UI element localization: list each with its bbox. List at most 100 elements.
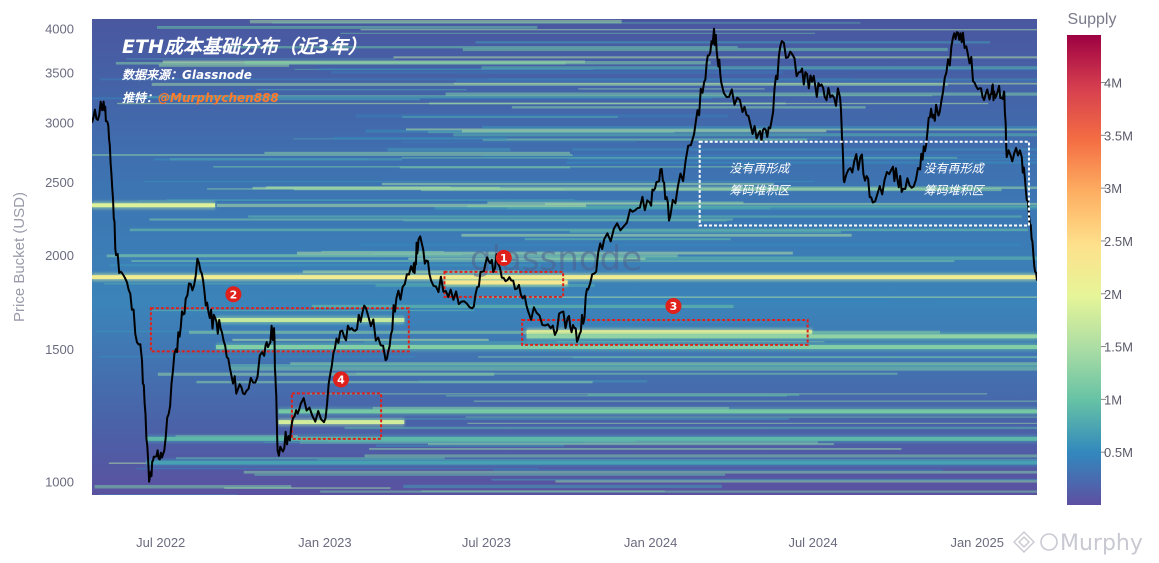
y-tick-label: 2500	[45, 175, 74, 190]
texture-stripe	[408, 257, 646, 260]
texture-stripe	[264, 299, 889, 303]
colorbar-tick-label: 0.5M	[1104, 445, 1133, 460]
texture-stripe	[243, 470, 1037, 474]
texture-stripe	[249, 19, 622, 24]
texture-stripe	[465, 416, 1037, 418]
texture-stripe	[166, 199, 575, 201]
texture-stripe	[136, 467, 539, 470]
y-tick-label: 1000	[45, 475, 74, 490]
texture-stripe	[475, 41, 990, 44]
texture-stripe	[461, 129, 827, 133]
twitter-line: 推特：@Murphychen888	[122, 91, 279, 105]
texture-stripe	[482, 138, 808, 141]
colorbar-tick-label: 2.5M	[1104, 234, 1133, 249]
source-value: Glassnode	[182, 68, 252, 82]
texture-stripe	[461, 233, 852, 237]
texture-stripe	[567, 158, 1037, 160]
texture-stripe	[139, 95, 731, 99]
texture-stripe	[321, 250, 445, 253]
texture-stripe	[254, 473, 726, 476]
colorbar	[1067, 35, 1101, 505]
texture-stripe	[104, 282, 483, 285]
texture-stripe	[493, 469, 943, 471]
texture-stripe	[445, 92, 1037, 96]
texture-stripe	[156, 25, 538, 29]
source-line: 数据来源：Glassnode	[122, 68, 252, 82]
annotation-badge-number: 2	[230, 288, 238, 301]
texture-stripe	[95, 330, 231, 333]
texture-stripe	[302, 270, 519, 274]
colorbar-tick-label: 2M	[1104, 287, 1122, 302]
texture-stripe	[569, 230, 842, 233]
x-tick-label: Jan 2024	[624, 535, 678, 550]
annotation-regions	[149, 270, 809, 440]
texture-stripe	[481, 66, 1037, 70]
at-sign-icon	[1040, 533, 1058, 551]
texture-stripe	[149, 218, 733, 221]
note-text-line: 没有再形成	[729, 162, 791, 176]
y-tick-label: 3000	[45, 116, 74, 131]
texture-stripe	[359, 243, 1022, 247]
texture-stripe	[401, 156, 958, 159]
texture-stripe	[129, 228, 1028, 232]
texture-stripe	[99, 78, 853, 81]
texture-stripe	[369, 447, 902, 450]
texture-stripe	[220, 46, 738, 49]
texture-stripe	[587, 393, 800, 396]
texture-stripe	[216, 203, 587, 208]
texture-stripe	[572, 148, 1037, 151]
note-text-line: 没有再形成	[924, 162, 986, 176]
texture-stripe	[360, 28, 1037, 31]
texture-stripe	[344, 426, 1037, 430]
texture-stripe	[109, 263, 541, 267]
texture-stripe	[467, 205, 1037, 208]
texture-stripe	[264, 151, 570, 155]
texture-stripe	[376, 444, 565, 447]
texture-stripe	[381, 182, 774, 186]
y-tick-label: 4000	[45, 22, 74, 37]
texture-stripe	[166, 98, 421, 101]
twitter-label: 推特：	[122, 91, 158, 105]
texture-stripe	[467, 422, 1037, 424]
note-box	[698, 140, 1030, 227]
supply-band	[92, 275, 1037, 280]
texture-stripe	[169, 157, 403, 161]
annotation-badges: 1 2 3 4	[225, 249, 682, 388]
texture-stripe	[453, 133, 1037, 137]
supply-bands	[92, 201, 1037, 467]
price-line-group	[92, 27, 1037, 483]
supply-band	[146, 460, 1037, 465]
texture-stripe	[524, 238, 731, 241]
texture-stripe	[403, 484, 722, 489]
texture-stripe	[477, 296, 1037, 298]
texture-stripe	[399, 166, 571, 169]
x-tick-label: Jul 2022	[136, 535, 185, 550]
colorbar-tick-label: 3M	[1104, 181, 1122, 196]
annotation-region	[521, 319, 809, 346]
source-logo: Murphy	[1013, 531, 1143, 556]
texture-stripe	[462, 47, 948, 52]
colorbar-tick-label: 4M	[1104, 76, 1122, 91]
supply-band	[444, 280, 568, 285]
texture-stripe	[482, 126, 1037, 129]
annotation-badge	[225, 286, 242, 303]
texture-stripe	[401, 141, 636, 143]
x-axis-ticks: Jul 2022 Jan 2023 Jul 2023 Jan 2024 Jul 2024…	[136, 535, 1004, 550]
note-text-line: 筹码堆积区	[924, 184, 986, 198]
annotation-region	[443, 270, 565, 298]
supply-band	[146, 436, 1037, 441]
texture-stripe	[456, 79, 1037, 82]
colorbar-tick-label: 1M	[1104, 392, 1122, 407]
texture-stripe	[364, 454, 1037, 458]
texture-stripe	[229, 367, 1037, 371]
annotation-badge	[332, 371, 349, 388]
texture-stripe	[225, 323, 634, 327]
texture-stripe	[427, 442, 834, 446]
y-axis-title: Price Bucket (USD)	[11, 192, 28, 322]
colorbar-ticks: 0.5M 1M 1.5M 2M 2.5M 3M 3.5M 4M	[1101, 76, 1133, 460]
note-text-line: 筹码堆积区	[729, 184, 791, 198]
texture-stripe	[92, 154, 573, 156]
texture-stripe	[487, 201, 744, 204]
annotation-badge-number: 4	[337, 373, 345, 386]
